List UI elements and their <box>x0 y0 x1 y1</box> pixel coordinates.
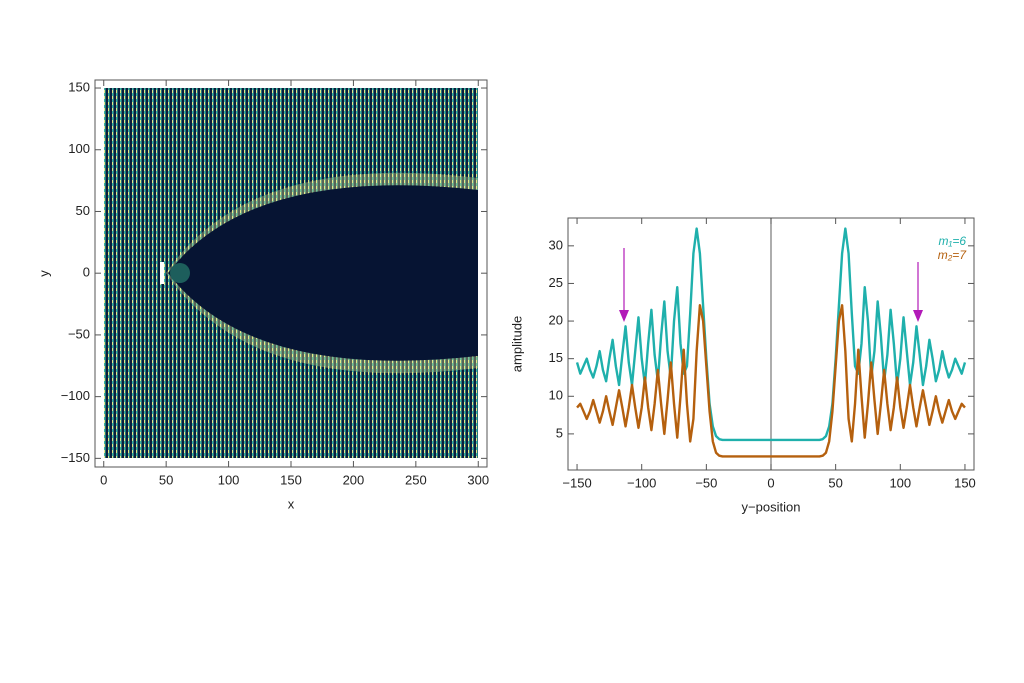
y-tick-label: 150 <box>68 79 90 94</box>
x-tick-label: −150 <box>562 475 591 490</box>
x-tick-label: 0 <box>767 475 774 490</box>
x-tick-label: 100 <box>889 475 911 490</box>
x-tick-label: −50 <box>695 475 717 490</box>
x-tick-label: 250 <box>405 472 427 487</box>
x-tick-label: 150 <box>954 475 976 490</box>
x-tick-label: 50 <box>159 472 173 487</box>
y-tick-label: 30 <box>549 237 563 252</box>
y-tick-label: 10 <box>549 388 563 403</box>
line-series <box>576 304 966 458</box>
legend-entry: m₂=7 <box>938 248 968 262</box>
heatmap-image <box>104 88 478 458</box>
x-tick-label: 50 <box>828 475 842 490</box>
x-axis-label: y−position <box>742 499 801 514</box>
legend-entry: m₁=6 <box>939 234 967 248</box>
y-tick-label: 50 <box>76 203 90 218</box>
y-axis-label: y <box>36 270 51 277</box>
y-tick-label: 25 <box>549 275 563 290</box>
line-series <box>575 227 967 442</box>
y-axis-label: amplitude <box>509 316 524 372</box>
y-tick-label: 20 <box>549 312 563 327</box>
annotation-arrows <box>619 248 923 322</box>
x-tick-label: 100 <box>218 472 240 487</box>
y-tick-label: 15 <box>549 350 563 365</box>
y-tick-label: 5 <box>556 425 563 440</box>
y-tick-label: −50 <box>68 326 90 341</box>
x-tick-label: 150 <box>280 472 302 487</box>
y-tick-label: −100 <box>61 388 90 403</box>
x-tick-label: −100 <box>627 475 656 490</box>
y-tick-label: −150 <box>61 450 90 465</box>
y-tick-label: 100 <box>68 141 90 156</box>
x-tick-label: 200 <box>343 472 365 487</box>
x-axis-label: x <box>288 496 295 511</box>
x-tick-label: 300 <box>467 472 489 487</box>
x-tick-label: 0 <box>100 472 107 487</box>
y-tick-label: 0 <box>83 265 90 280</box>
